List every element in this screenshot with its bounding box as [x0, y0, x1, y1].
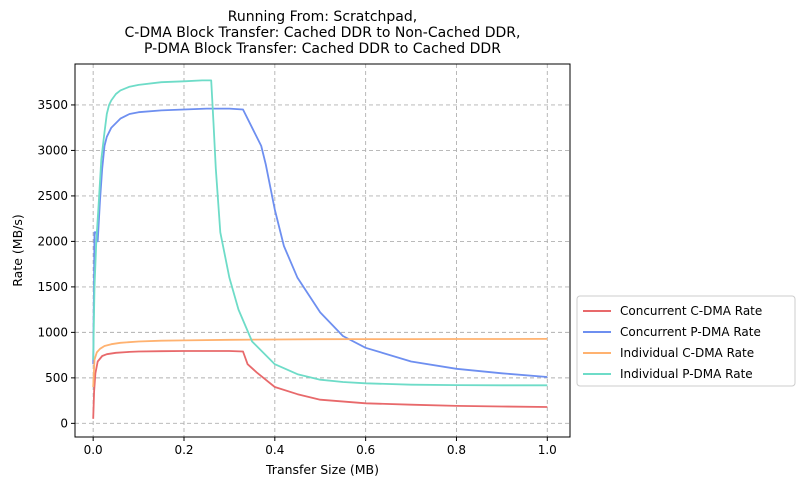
legend-box	[576, 295, 796, 387]
y-tick-label: 0	[60, 416, 68, 430]
series-line-2	[92, 107, 548, 378]
title-line: C-DMA Block Transfer: Cached DDR to Non-…	[125, 25, 521, 41]
x-axis-ticks: 0.0 0.2 0.4 0.6 0.8 1.0	[84, 437, 557, 457]
y-tick-label: 3000	[37, 143, 68, 157]
x-tick-label: 1.0	[538, 443, 557, 457]
x-tick-label: 0.4	[265, 443, 284, 457]
series-line-4	[92, 79, 548, 387]
y-tick-label: 2000	[37, 234, 68, 248]
chart-title: Running From: Scratchpad,C-DMA Block Tra…	[125, 9, 521, 57]
series-line-3	[92, 337, 548, 388]
y-tick-label: 500	[45, 371, 68, 385]
y-axis-label: Rate (MB/s)	[10, 214, 25, 286]
x-tick-label: 0.6	[356, 443, 375, 457]
legend-label: Individual C-DMA Rate	[620, 346, 754, 360]
legend-label: Concurrent P-DMA Rate	[620, 325, 761, 339]
plot-area-frame	[74, 63, 571, 438]
title-line: Running From: Scratchpad,	[228, 9, 417, 25]
y-tick-label: 1000	[37, 325, 68, 339]
legend: Concurrent C-DMA Rate Concurrent P-DMA Ra…	[576, 295, 796, 387]
y-tick-label: 2500	[37, 189, 68, 203]
series-line-1	[92, 350, 548, 419]
x-tick-label: 0.8	[447, 443, 466, 457]
legend-label: Individual P-DMA Rate	[620, 367, 753, 381]
x-axis-label: Transfer Size (MB)	[265, 462, 379, 477]
grid	[75, 64, 570, 437]
y-tick-label: 1500	[37, 280, 68, 294]
series-lines	[92, 79, 548, 419]
y-axis-ticks: 0 500 1000 1500 2000 2500 3000 3500	[37, 98, 75, 430]
title-line: P-DMA Block Transfer: Cached DDR to Cach…	[144, 41, 501, 57]
y-tick-label: 3500	[37, 98, 68, 112]
x-tick-label: 0.2	[174, 443, 193, 457]
x-tick-label: 0.0	[84, 443, 103, 457]
legend-label: Concurrent C-DMA Rate	[620, 304, 762, 318]
